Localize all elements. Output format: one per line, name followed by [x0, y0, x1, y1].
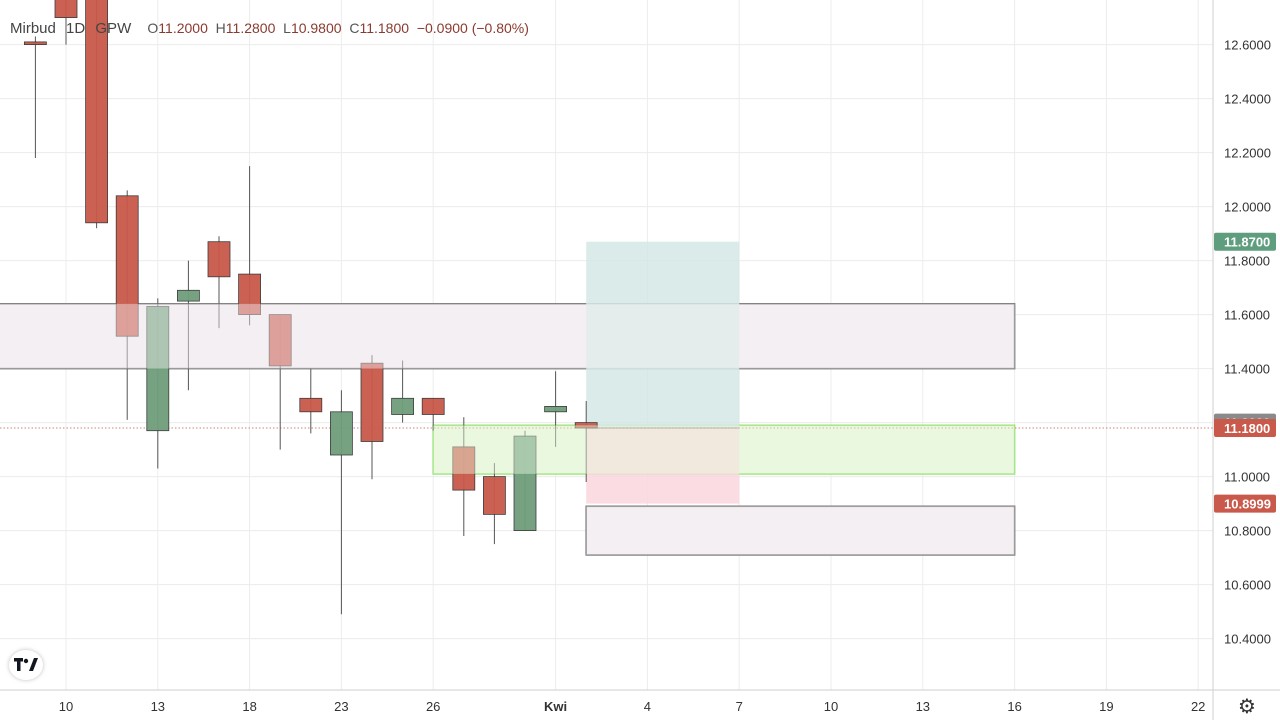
candle-body	[299, 397, 323, 413]
zone-overlay-lower	[586, 506, 1015, 555]
time-tick-label: 10	[59, 699, 73, 714]
price-tick-label: 11.4000	[1224, 362, 1270, 377]
price-label-text-target: 11.8700	[1224, 235, 1270, 250]
price-label-target	[1214, 232, 1276, 251]
tradingview-logo-glyph	[14, 658, 38, 671]
candle-body	[268, 314, 292, 367]
candle-body	[329, 411, 353, 456]
chart-legend: Mirbud 1D GPW O11.2000 H11.2800 L10.9800…	[10, 20, 529, 37]
time-tick-label: 13	[151, 699, 165, 714]
legend-ohlc: O11.2000 H11.2800 L10.9800 C11.1800 −0.0…	[147, 20, 529, 36]
position-target-area	[586, 241, 740, 428]
price-label-current	[1214, 419, 1276, 437]
legend-close: 11.1800	[359, 20, 410, 36]
price-label-stop	[1214, 494, 1276, 513]
price-tick-label: 11.0000	[1224, 470, 1270, 485]
legend-symbol: Mirbud	[10, 20, 56, 37]
legend-change: −0.0900 (−0.80%)	[416, 20, 529, 36]
time-tick-label: 16	[1007, 699, 1021, 714]
zone-overlay-resistance	[0, 303, 1015, 369]
price-tick-label: 12.2000	[1224, 146, 1271, 161]
candle-body	[85, 0, 108, 224]
zone-lower	[585, 505, 1016, 556]
candle-body	[544, 405, 567, 413]
candle-body	[360, 362, 384, 442]
time-tick-label: 7	[736, 699, 743, 714]
time-tick-label: 4	[644, 699, 651, 714]
zone-overlay-support	[433, 425, 1015, 474]
price-tick-label: 12.0000	[1224, 200, 1271, 215]
legend-low: 10.9800	[290, 20, 342, 36]
legend-open: 11.2000	[158, 20, 208, 36]
candle-body	[513, 435, 537, 532]
time-tick-label: 22	[1191, 699, 1205, 714]
candle-body	[176, 289, 200, 302]
candle-body	[207, 241, 231, 278]
price-label-text-stop: 10.8999	[1224, 497, 1271, 512]
legend-interval: 1D	[66, 20, 86, 37]
time-tick-label: 23	[334, 699, 348, 714]
legend-exchange: GPW	[95, 20, 132, 37]
gear-icon[interactable]: ⚙	[1238, 694, 1256, 718]
price-tick-label: 12.6000	[1224, 38, 1271, 53]
candle-body	[146, 306, 170, 432]
time-tick-label: Kwi	[544, 699, 567, 714]
time-tick-label: 13	[916, 699, 930, 714]
candle-body	[115, 195, 139, 337]
tradingview-logo-icon[interactable]	[9, 650, 43, 680]
candle-body	[238, 273, 262, 316]
candle-body	[482, 476, 506, 515]
candle-body	[54, 0, 78, 19]
candle-body	[391, 397, 415, 415]
price-tick-label: 11.6000	[1224, 308, 1270, 323]
price-tick-label: 10.8000	[1224, 524, 1271, 539]
candle-body	[452, 446, 476, 491]
candle-body	[421, 397, 445, 415]
candle-body	[574, 422, 598, 429]
price-tick-label: 12.4000	[1224, 92, 1271, 107]
price-tick-label: 11.8000	[1224, 254, 1270, 269]
candle-body	[23, 41, 47, 46]
plot-area	[0, 0, 1213, 615]
time-tick-label: 18	[242, 699, 256, 714]
time-tick-label: 26	[426, 699, 440, 714]
price-label-text-current: 11.1800	[1224, 421, 1270, 436]
price-tick-label: 10.4000	[1224, 632, 1271, 647]
legend-high: 11.2800	[225, 20, 276, 36]
time-tick-label: 10	[824, 699, 838, 714]
position-stop-area	[586, 428, 740, 504]
price-tick-label: 10.6000	[1224, 578, 1271, 593]
time-tick-label: 19	[1099, 699, 1113, 714]
